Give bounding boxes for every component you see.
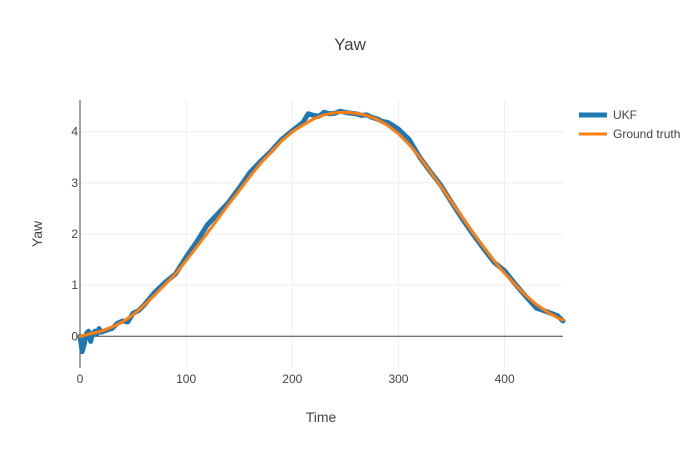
legend-label: Ground truth — [613, 127, 680, 141]
x-tick-label: 400 — [495, 372, 515, 386]
legend-label: UKF — [613, 108, 637, 122]
y-tick-label: 3 — [71, 176, 78, 190]
y-tick-label: 2 — [71, 227, 78, 241]
x-tick-label: 300 — [388, 372, 408, 386]
axes — [79, 100, 563, 368]
x-tick-label: 100 — [176, 372, 196, 386]
series-line-ground-truth — [78, 110, 565, 338]
y-axis-title: Yaw — [29, 220, 45, 247]
series-line-ukf — [77, 108, 566, 355]
legend[interactable]: UKF Ground truth — [579, 108, 680, 141]
x-tick-label: 0 — [77, 372, 84, 386]
tick-labels: 0 1 2 3 4 0 100 200 300 400 — [71, 125, 515, 386]
x-axis-title: Time — [306, 409, 337, 425]
grid-lines — [80, 100, 563, 368]
legend-item-ground-truth[interactable]: Ground truth — [579, 127, 680, 141]
y-tick-label: 4 — [71, 125, 78, 139]
series-lines — [77, 108, 566, 355]
y-tick-label: 0 — [71, 329, 78, 343]
chart-title: Yaw — [334, 35, 367, 54]
legend-item-ukf[interactable]: UKF — [579, 108, 637, 122]
y-tick-label: 1 — [71, 278, 78, 292]
x-tick-label: 200 — [282, 372, 302, 386]
